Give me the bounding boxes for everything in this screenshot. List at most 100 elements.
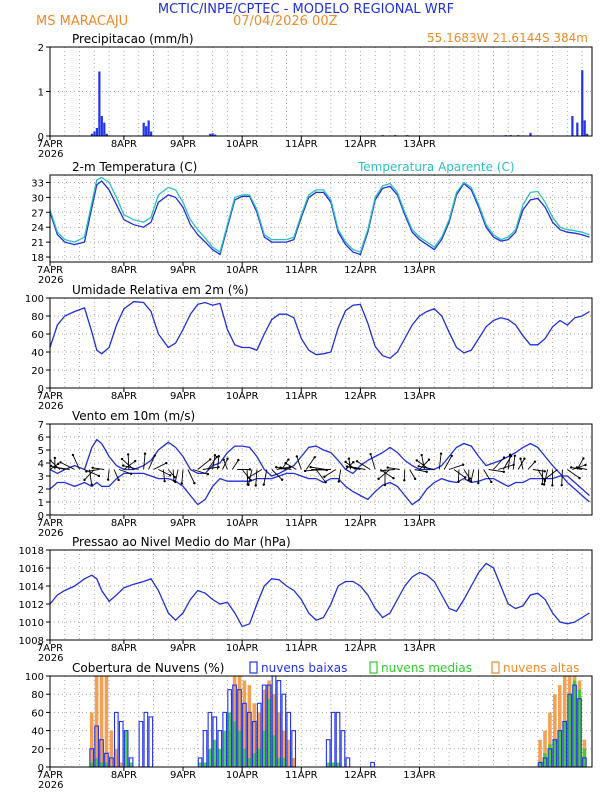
cloud-bar-low bbox=[330, 711, 336, 768]
wind-arrow-head bbox=[53, 465, 56, 469]
wind-arrow-head bbox=[323, 475, 326, 478]
cloud-bar-mid bbox=[277, 757, 281, 767]
cloud-bar-high bbox=[291, 757, 296, 767]
y-tick-label: 100 bbox=[25, 294, 44, 305]
panel-clouds: 0 20 40 60 80 100 Cobertura de Nuvens (%) nuven… bbox=[25, 661, 593, 791]
wind-arrow-head bbox=[91, 466, 94, 469]
wind-arrow-head bbox=[575, 466, 579, 469]
y-tick-label: 1 bbox=[38, 498, 44, 509]
cloud-bar-mid bbox=[331, 762, 335, 767]
wind-arrow-head bbox=[560, 483, 563, 487]
wind-arrow bbox=[310, 466, 326, 470]
precip-bar bbox=[214, 134, 217, 136]
x-tick-label: 8APR bbox=[111, 391, 137, 402]
wind-arrow bbox=[345, 461, 354, 470]
coords-label: 55.1683W 21.6144S 384m bbox=[427, 31, 588, 45]
y-tick-label: 6 bbox=[38, 433, 44, 444]
precip-bar bbox=[147, 120, 150, 136]
wind-arrow-head bbox=[59, 461, 62, 464]
precip-bar bbox=[529, 132, 532, 136]
wind-arrow-head bbox=[215, 455, 218, 459]
y-tick-label: 40 bbox=[31, 727, 44, 738]
y-tick-label: 100 bbox=[25, 672, 44, 683]
wind-arrow-head bbox=[377, 477, 380, 481]
y-tick-label: 1008 bbox=[19, 636, 44, 647]
wind-arrow bbox=[181, 469, 184, 484]
y-tick-label: 20 bbox=[31, 745, 44, 756]
precip-bar bbox=[150, 131, 153, 136]
y-tick-label: 60 bbox=[31, 708, 44, 719]
wind-arrow-head bbox=[180, 482, 183, 485]
cloud-bar-mid bbox=[124, 730, 128, 767]
cloud-bar-mid bbox=[553, 739, 557, 767]
cloud-bar-low bbox=[202, 730, 208, 768]
temp-series-0 bbox=[49, 180, 590, 256]
cloud-bar-high bbox=[543, 730, 547, 767]
wind-arrow-head bbox=[153, 454, 156, 457]
wind-arrow bbox=[370, 454, 376, 470]
x-tick-label: 9APR bbox=[170, 391, 196, 402]
cloud-bar-high bbox=[252, 703, 257, 767]
wind-arrow-head bbox=[247, 483, 250, 486]
wind-arrow-head bbox=[275, 465, 278, 469]
legend-label: nuvens medias bbox=[381, 661, 472, 675]
cloud-bar-mid bbox=[242, 748, 247, 767]
panel-temp: 18 21 24 27 30 33 2-m Temperatura (C) Temperatu… bbox=[31, 160, 593, 286]
wind-arrow-head bbox=[213, 454, 217, 457]
cloud-bar-low bbox=[143, 711, 149, 768]
wind-arrow-head bbox=[117, 478, 120, 482]
x-tick-label: 11APR bbox=[285, 265, 318, 276]
x-tick-label: 10APR bbox=[226, 265, 259, 276]
x-tick-label: 9APR bbox=[170, 643, 196, 654]
cloud-bar-high bbox=[94, 676, 99, 767]
wind-arrow-head bbox=[477, 481, 480, 485]
wind-arrow bbox=[443, 455, 453, 470]
y-tick-label: 7 bbox=[38, 420, 44, 431]
cloud-bar-high bbox=[538, 739, 542, 767]
wind-arrow bbox=[448, 464, 464, 470]
cloud-bar-mid bbox=[232, 721, 237, 767]
x-tick-label: 12APR bbox=[344, 265, 377, 276]
wind-arrow bbox=[498, 464, 514, 470]
wind-arrow-head bbox=[543, 478, 547, 481]
temp-series-1 bbox=[49, 176, 590, 254]
wind-arrow bbox=[378, 469, 391, 480]
wind-arrow-head bbox=[313, 456, 316, 459]
y-tick-label: 30 bbox=[31, 193, 44, 204]
cloud-bar-low bbox=[138, 720, 144, 768]
wind-arrow bbox=[123, 465, 139, 470]
panel-title: Precipitacao (mm/h) bbox=[72, 32, 194, 46]
wind-arrow-head bbox=[57, 462, 60, 466]
y-tick-label: 60 bbox=[31, 330, 44, 341]
cloud-bar-mid bbox=[538, 762, 542, 767]
cloud-bar-high bbox=[548, 712, 552, 767]
wind-arrow-head bbox=[403, 479, 406, 482]
cloud-bar-mid bbox=[577, 689, 582, 767]
rh-series-0 bbox=[49, 300, 590, 360]
panel-pres: 1008 1010 1012 1014 1016 1018 Pressao ao Nivel… bbox=[19, 535, 593, 664]
cloud-bar-high bbox=[109, 730, 114, 767]
cloud-bar-high bbox=[119, 762, 124, 767]
cloud-bar-mid bbox=[543, 753, 547, 767]
cloud-bar-mid bbox=[282, 757, 286, 767]
y-tick-label: 33 bbox=[31, 178, 44, 189]
wind-arrow-head bbox=[551, 484, 554, 487]
wind-arrow bbox=[192, 469, 209, 475]
wind-arrow bbox=[350, 466, 366, 470]
wind-arrow-head bbox=[280, 478, 284, 481]
y-tick-label: 2 bbox=[38, 485, 44, 496]
main-title: MCTIC/INPE/CPTEC - MODELO REGIONAL WRF bbox=[158, 2, 454, 17]
wind-arrow-head bbox=[533, 460, 537, 463]
y-tick-label: 1 bbox=[38, 88, 44, 99]
wind-arrow bbox=[280, 467, 292, 470]
location-label: MS MARACAJU bbox=[36, 14, 128, 29]
cloud-bar-mid bbox=[326, 762, 330, 767]
cloud-bar-mid bbox=[89, 762, 94, 767]
x-year-label: 2026 bbox=[38, 149, 63, 160]
wind-series-1 bbox=[49, 472, 590, 506]
wind-arrow-head bbox=[457, 480, 460, 484]
wind-arrow-head bbox=[337, 480, 340, 483]
wind-arrow bbox=[223, 459, 228, 470]
wind-arrow bbox=[271, 469, 283, 481]
cloud-bar-mid bbox=[222, 730, 227, 767]
